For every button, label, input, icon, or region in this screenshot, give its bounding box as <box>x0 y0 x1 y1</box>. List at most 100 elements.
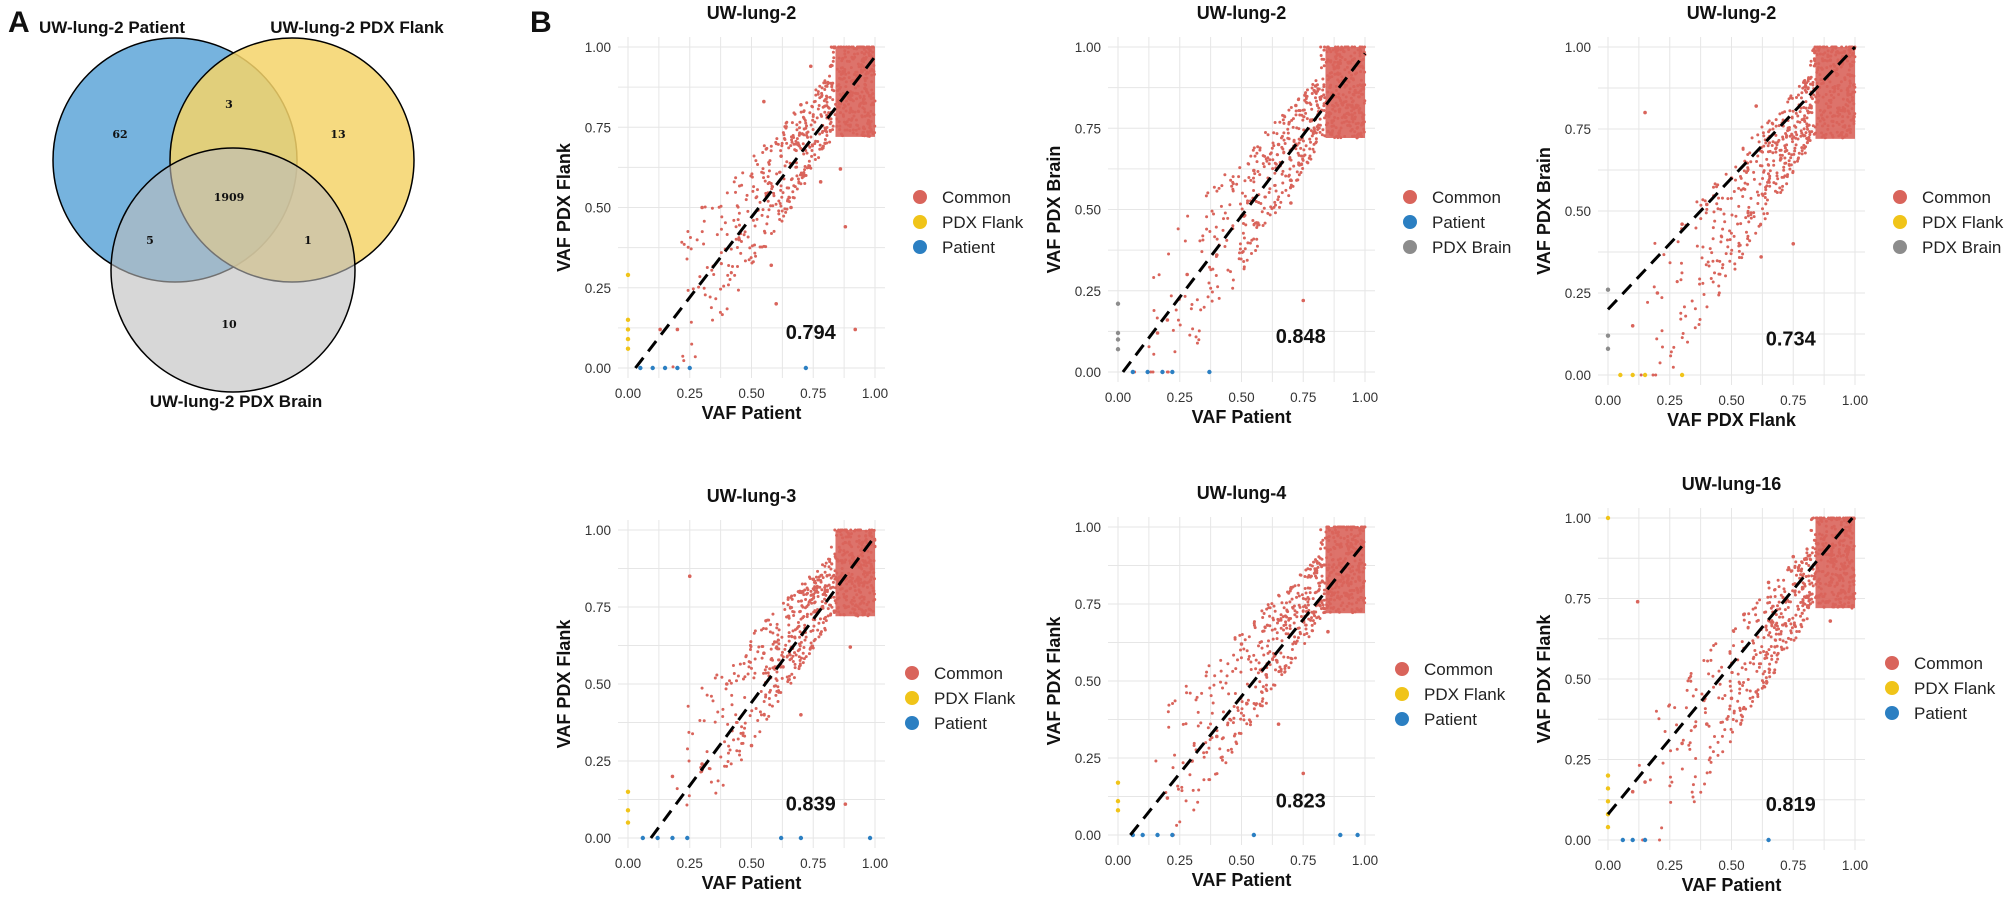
common-point <box>831 98 835 102</box>
common-point <box>1757 665 1761 669</box>
common-point <box>739 731 743 735</box>
common-point <box>1812 64 1816 68</box>
common-point <box>826 607 830 611</box>
venn-count-patient-only: 62 <box>112 128 127 141</box>
common-point <box>1271 618 1275 622</box>
series-pdx-brain <box>1605 287 1611 351</box>
common-point <box>741 171 745 175</box>
common-point <box>1230 184 1234 188</box>
common-point <box>1215 237 1219 241</box>
common-point <box>1675 723 1679 727</box>
common-point <box>1778 112 1782 116</box>
common-point <box>810 143 814 147</box>
legend-swatch <box>1885 656 1899 670</box>
common-point <box>1191 788 1195 792</box>
common-point <box>1763 217 1767 221</box>
common-point <box>808 164 812 168</box>
series-patient <box>1620 837 1771 843</box>
common-point <box>1220 184 1224 188</box>
common-point <box>1228 270 1232 274</box>
common-point <box>1751 699 1755 703</box>
common-point <box>1734 165 1738 169</box>
common-point <box>1239 656 1243 660</box>
common-point <box>1713 735 1716 739</box>
common-point <box>786 198 790 202</box>
common-point <box>1273 683 1277 687</box>
common-point <box>1768 668 1772 672</box>
common-point <box>1243 194 1247 198</box>
common-point <box>1282 121 1286 125</box>
common-point <box>1299 614 1303 618</box>
common-point <box>734 721 738 725</box>
common-point <box>1231 278 1235 282</box>
common-point <box>737 223 741 227</box>
common-point <box>787 634 791 638</box>
common-point <box>1711 237 1715 241</box>
common-point <box>816 90 820 94</box>
data-point <box>1350 58 1355 62</box>
common-point <box>802 593 806 597</box>
common-point <box>1263 154 1267 158</box>
common-point <box>813 120 817 124</box>
common-point <box>1788 600 1792 604</box>
common-point <box>807 652 811 656</box>
common-point <box>832 56 836 60</box>
common-point <box>1777 138 1781 142</box>
series-common <box>1630 48 1852 328</box>
common-point <box>1789 631 1793 635</box>
common-point <box>764 147 768 151</box>
common-point <box>1694 724 1698 728</box>
common-point <box>1199 721 1203 725</box>
common-point <box>1795 96 1799 100</box>
data-point <box>1338 832 1343 838</box>
common-point <box>1319 547 1323 551</box>
common-point <box>1308 591 1312 595</box>
common-point <box>792 111 796 115</box>
common-point <box>1768 600 1772 604</box>
common-point <box>1167 703 1171 707</box>
common-point <box>1717 696 1721 700</box>
legend-swatch <box>1395 687 1409 701</box>
common-point <box>1307 156 1311 160</box>
common-point <box>813 637 817 641</box>
y-tick-label: 0.25 <box>1565 286 1591 301</box>
common-point <box>769 149 773 153</box>
common-point <box>792 142 796 146</box>
common-point <box>820 605 824 609</box>
common-point <box>1804 562 1808 566</box>
common-point <box>1286 127 1290 131</box>
common-point <box>1646 300 1650 304</box>
data-point <box>625 346 631 351</box>
common-point <box>811 105 815 109</box>
common-point <box>702 242 706 246</box>
common-point <box>1690 790 1694 794</box>
common-point <box>1176 227 1180 231</box>
common-point <box>1782 578 1786 582</box>
common-point <box>769 232 773 236</box>
common-point <box>1312 127 1316 131</box>
common-point <box>823 88 827 92</box>
common-point <box>1318 584 1322 588</box>
data-point <box>848 90 853 94</box>
common-point <box>819 579 823 583</box>
common-point <box>1708 745 1712 749</box>
common-point <box>723 221 727 225</box>
common-point <box>1724 172 1728 176</box>
legend-swatch <box>905 691 919 705</box>
common-point <box>830 85 834 89</box>
common-point <box>1189 307 1193 311</box>
y-tick-label: 0.00 <box>1565 833 1591 848</box>
common-point <box>703 205 707 209</box>
common-point <box>1282 131 1286 135</box>
common-point <box>1233 692 1237 696</box>
common-point <box>1765 212 1769 216</box>
common-point <box>1693 775 1697 779</box>
common-point <box>1308 147 1312 151</box>
legend-label: Patient <box>1914 704 1967 723</box>
venn-count-all-three: 1909 <box>214 191 245 204</box>
common-point <box>747 665 751 669</box>
common-point <box>829 567 833 571</box>
common-point <box>828 122 832 126</box>
common-point <box>1221 710 1225 714</box>
data-point <box>779 154 783 158</box>
